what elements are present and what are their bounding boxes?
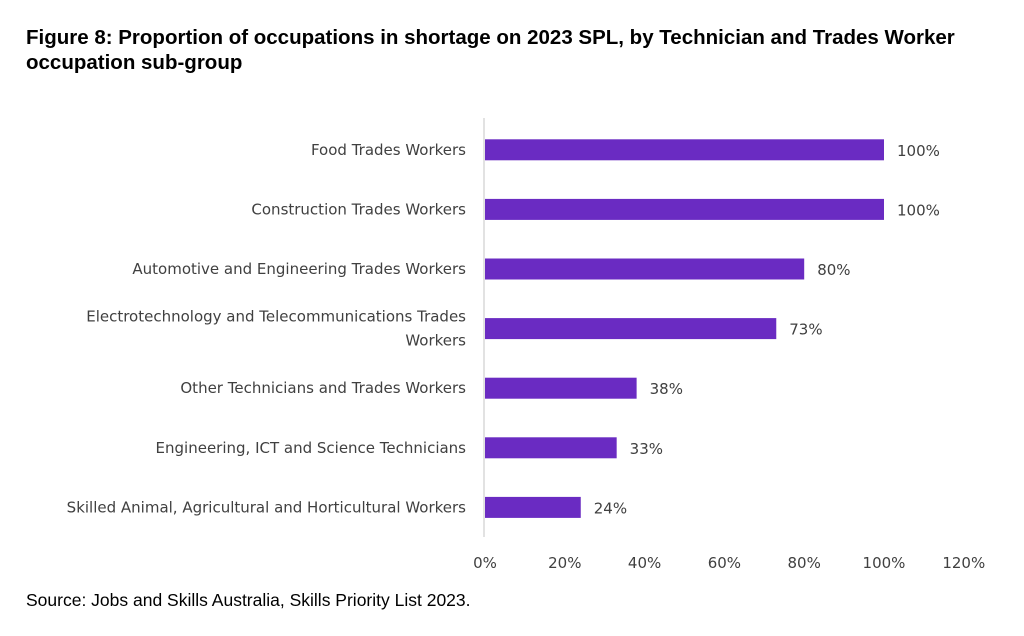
bar bbox=[485, 377, 637, 399]
bar bbox=[485, 437, 617, 459]
bar bbox=[485, 318, 777, 340]
category-label: Other Technicians and Trades Workers bbox=[180, 379, 466, 397]
bar bbox=[485, 139, 884, 161]
data-label: 33% bbox=[630, 440, 663, 458]
x-tick-label: 40% bbox=[628, 554, 661, 572]
data-label: 100% bbox=[897, 142, 940, 160]
category-label: Construction Trades Workers bbox=[251, 200, 466, 218]
category-label: Workers bbox=[405, 332, 466, 350]
x-tick-label: 80% bbox=[788, 554, 821, 572]
category-label: Skilled Animal, Agricultural and Horticu… bbox=[67, 498, 467, 516]
data-label: 38% bbox=[650, 380, 683, 398]
bar bbox=[485, 198, 884, 220]
x-tick-label: 100% bbox=[863, 554, 906, 572]
bar bbox=[485, 496, 581, 518]
data-label: 100% bbox=[897, 201, 940, 219]
category-label: Automotive and Engineering Trades Worker… bbox=[132, 260, 466, 278]
x-tick-label: 60% bbox=[708, 554, 741, 572]
x-tick-label: 120% bbox=[942, 554, 985, 572]
data-label: 80% bbox=[817, 261, 850, 279]
category-label: Electrotechnology and Telecommunications… bbox=[86, 308, 466, 326]
category-label: Engineering, ICT and Science Technicians bbox=[156, 439, 467, 457]
x-tick-label: 0% bbox=[473, 554, 497, 572]
category-label: Food Trades Workers bbox=[311, 141, 466, 159]
x-tick-label: 20% bbox=[548, 554, 581, 572]
source-note: Source: Jobs and Skills Australia, Skill… bbox=[26, 590, 471, 610]
chart-title: Figure 8: Proportion of occupations in s… bbox=[26, 26, 955, 74]
bar bbox=[485, 258, 805, 280]
data-label: 24% bbox=[594, 499, 627, 517]
data-label: 73% bbox=[789, 321, 822, 339]
